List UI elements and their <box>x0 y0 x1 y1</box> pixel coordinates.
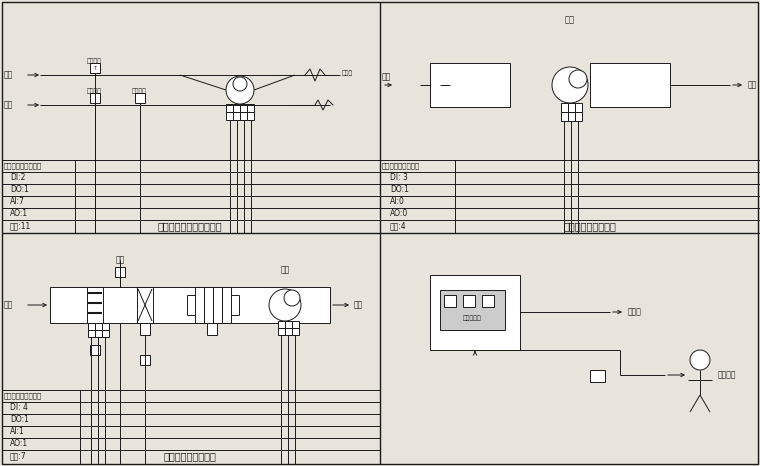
Circle shape <box>569 70 587 88</box>
Bar <box>140 323 150 335</box>
Text: 输入输出控制点类型: 输入输出控制点类型 <box>4 393 43 399</box>
Circle shape <box>233 77 247 91</box>
Bar <box>575 112 582 121</box>
Text: 送排风机监控系统图: 送排风机监控系统图 <box>564 221 616 231</box>
Bar <box>88 323 95 330</box>
Bar <box>226 104 233 112</box>
Bar <box>240 112 247 120</box>
Bar <box>115 267 125 277</box>
Text: AI:1: AI:1 <box>10 427 25 437</box>
Text: T: T <box>93 66 97 70</box>
Text: 冷水流量: 冷水流量 <box>132 88 147 94</box>
Text: 新风: 新风 <box>116 255 125 265</box>
Bar <box>95 330 102 337</box>
Text: AO:0: AO:0 <box>390 210 408 219</box>
Text: 进风: 进风 <box>382 73 391 82</box>
Bar <box>102 323 109 330</box>
Bar <box>247 104 254 112</box>
Text: 风机: 风机 <box>280 266 290 274</box>
Bar <box>233 112 240 120</box>
Text: 回水: 回水 <box>4 70 13 80</box>
Bar <box>222 287 231 323</box>
Bar <box>247 112 254 120</box>
Bar <box>482 295 494 307</box>
Text: 风机: 风机 <box>565 15 575 25</box>
Text: 供水: 供水 <box>4 101 13 110</box>
Bar <box>204 287 213 323</box>
Bar <box>590 370 605 382</box>
Text: DI: 3: DI: 3 <box>390 173 408 183</box>
Bar <box>568 112 575 121</box>
Bar <box>240 104 247 112</box>
Bar <box>285 321 292 328</box>
Bar <box>226 112 233 120</box>
Text: 冷水温度: 冷水温度 <box>87 88 102 94</box>
Text: 合计:4: 合计:4 <box>390 221 407 231</box>
Bar <box>207 323 217 335</box>
Bar <box>440 290 505 330</box>
Bar <box>135 93 145 103</box>
Text: DO:1: DO:1 <box>10 185 29 194</box>
Bar <box>90 345 100 355</box>
Text: 输入输出控制点类型: 输入输出控制点类型 <box>382 163 420 169</box>
Bar <box>88 330 95 337</box>
Bar <box>575 103 582 112</box>
Text: DI: 4: DI: 4 <box>10 404 28 412</box>
Text: 建筑入口冷水监控系统图: 建筑入口冷水监控系统图 <box>157 221 223 231</box>
Bar <box>292 321 299 328</box>
Bar <box>102 330 109 337</box>
Bar <box>568 103 575 112</box>
Bar <box>561 112 568 121</box>
Text: AO:1: AO:1 <box>10 210 28 219</box>
Bar <box>137 287 153 323</box>
Bar <box>590 63 670 107</box>
Text: DI:2: DI:2 <box>10 173 25 183</box>
Circle shape <box>269 289 301 321</box>
Circle shape <box>284 290 300 306</box>
Bar <box>90 63 100 73</box>
Bar <box>285 328 292 335</box>
Text: 送风: 送风 <box>354 301 363 309</box>
Text: 空调机组控制系统图: 空调机组控制系统图 <box>163 451 217 461</box>
Bar <box>87 287 103 323</box>
Bar <box>233 104 240 112</box>
Bar <box>561 103 568 112</box>
Text: AI:0: AI:0 <box>390 198 405 206</box>
Bar <box>195 287 204 323</box>
Text: 空调机: 空调机 <box>342 70 353 76</box>
Bar <box>444 295 456 307</box>
Text: 合计:11: 合计:11 <box>10 221 31 231</box>
Circle shape <box>226 76 254 104</box>
Bar <box>292 328 299 335</box>
Circle shape <box>552 67 588 103</box>
Text: DO:1: DO:1 <box>10 416 29 425</box>
Text: 冷水温度: 冷水温度 <box>87 58 102 64</box>
Text: DO:1: DO:1 <box>390 185 409 194</box>
Bar <box>140 355 150 365</box>
Text: AO:1: AO:1 <box>10 439 28 448</box>
Bar <box>430 63 510 107</box>
Text: 城市供水: 城市供水 <box>718 370 736 379</box>
Bar <box>463 295 475 307</box>
Text: 回风: 回风 <box>4 301 13 309</box>
Bar <box>90 93 100 103</box>
Text: 生活用水筒: 生活用水筒 <box>463 315 481 321</box>
Text: 输入输出控制点类型: 输入输出控制点类型 <box>4 163 43 169</box>
Text: AI:7: AI:7 <box>10 198 25 206</box>
Bar <box>278 328 285 335</box>
Text: 出风: 出风 <box>748 81 757 89</box>
Text: 合计:7: 合计:7 <box>10 452 27 460</box>
Bar <box>430 275 520 350</box>
Text: 用水户: 用水户 <box>628 308 642 316</box>
Bar <box>278 321 285 328</box>
Circle shape <box>690 350 710 370</box>
Bar <box>50 287 330 323</box>
Bar <box>213 287 222 323</box>
Bar <box>95 323 102 330</box>
